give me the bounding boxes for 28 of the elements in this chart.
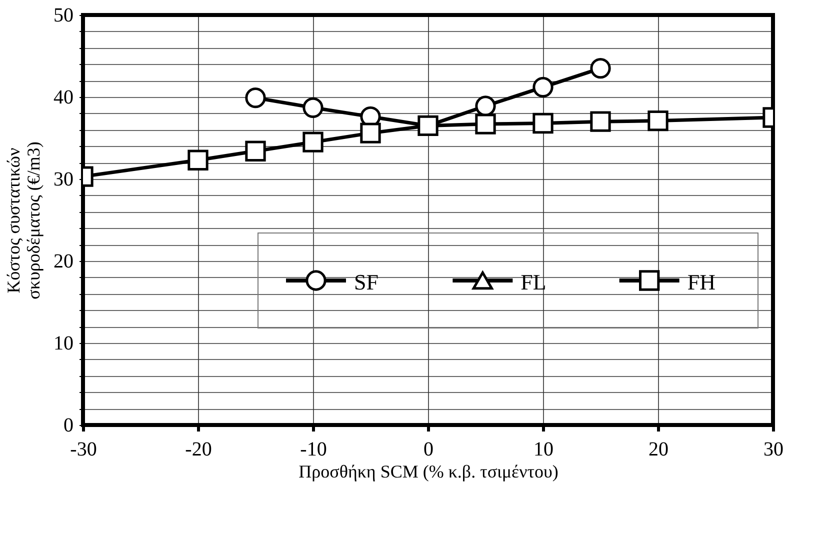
- point: [360, 122, 381, 144]
- y-tick-label: 50: [54, 4, 74, 26]
- x-tick-label: 30: [764, 438, 784, 460]
- point: [648, 110, 668, 132]
- point: [418, 115, 438, 136]
- x-tick-label: 0: [424, 438, 434, 460]
- x-tick-label: 10: [534, 438, 554, 460]
- x-tick-label: 20: [648, 438, 668, 460]
- y-tick-label: 10: [54, 332, 74, 354]
- x-axis-title: Προσθήκη SCM (% κ.β. τσιμέντου): [298, 462, 558, 482]
- y-tick-label: 30: [54, 168, 74, 190]
- point: [188, 150, 208, 170]
- x-tick-label: -20: [185, 438, 212, 460]
- x-tick-label: -30: [70, 438, 97, 460]
- y-tick-label: 20: [54, 250, 74, 272]
- point: [245, 88, 266, 108]
- point: [532, 76, 554, 98]
- point: [532, 112, 554, 134]
- y-tick-label: 0: [64, 414, 74, 436]
- y-axis-title: Κόστος συστατικών σκυροδέματος (€/m3): [4, 142, 44, 300]
- point: [302, 97, 324, 118]
- y-tick-label: 40: [54, 86, 74, 108]
- point: [475, 114, 496, 134]
- x-tick-label: -10: [300, 438, 327, 460]
- point: [590, 111, 611, 132]
- point: [590, 58, 611, 79]
- point: [302, 132, 324, 152]
- point: [245, 140, 266, 162]
